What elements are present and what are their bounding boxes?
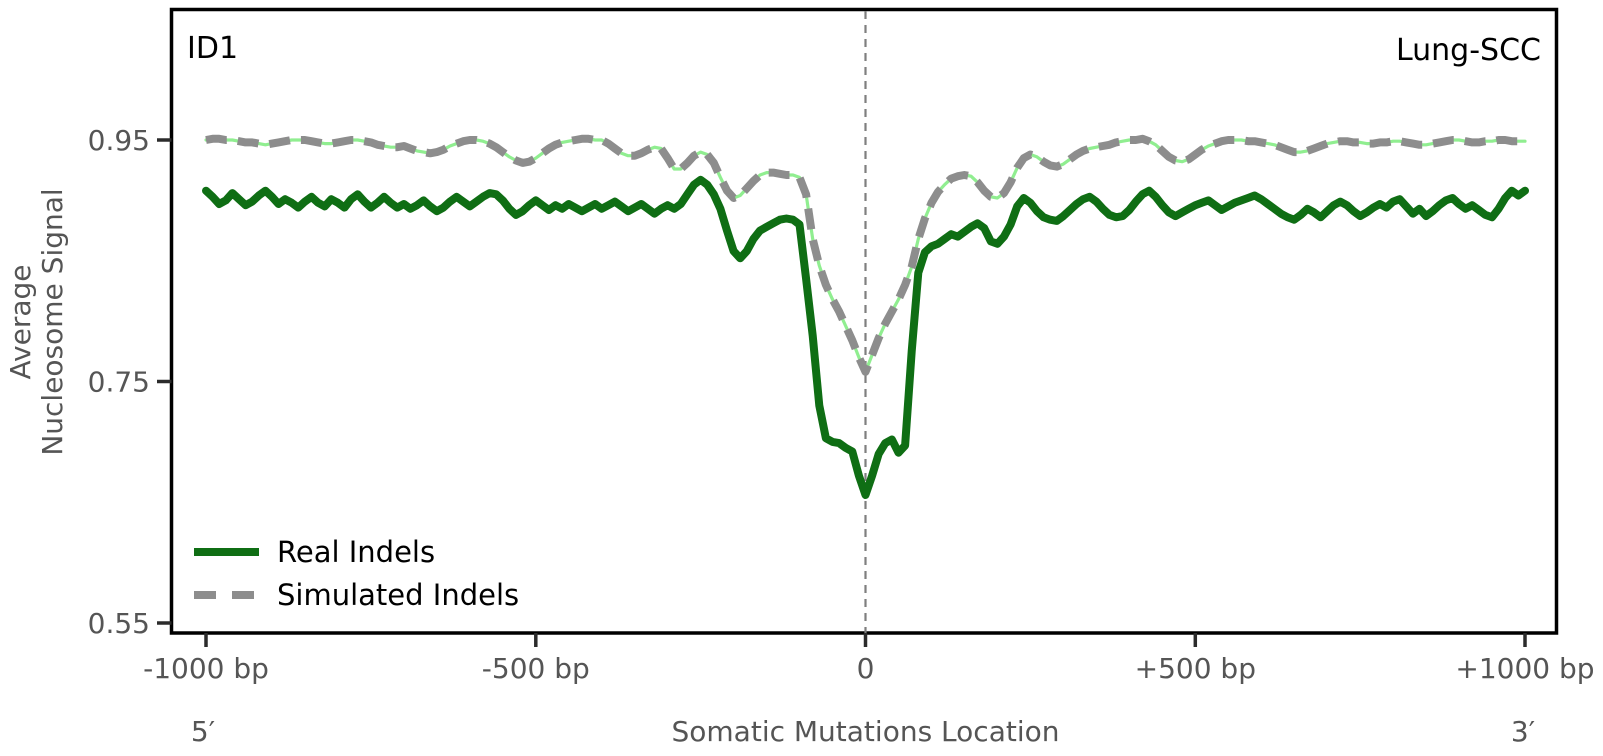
y-tick-label-0_95: 0.95 <box>88 124 150 157</box>
cohort-label: Lung-SCC <box>1396 33 1541 68</box>
real-indels-line <box>202 175 1529 499</box>
x-tick-label-plus-500: +500 bp <box>1135 652 1256 685</box>
legend: Real Indels Simulated Indels <box>194 535 519 612</box>
x-tick-label-minus-1000: -1000 bp <box>143 652 269 685</box>
plot-area-border <box>169 7 1559 635</box>
simulated-indels-line <box>205 134 1525 376</box>
three-prime-label: 3′ <box>1511 715 1535 748</box>
y-axis-title-line1: Average <box>4 265 37 380</box>
y-axis-title-line2: Nucleosome Signal <box>36 188 69 455</box>
x-tick-label-0: 0 <box>857 652 875 685</box>
signature-id-label: ID1 <box>187 31 238 66</box>
legend-simulated-indels-label: Simulated Indels <box>277 578 519 612</box>
legend-real-indels-label: Real Indels <box>277 535 435 569</box>
x-tick-label-minus-500: -500 bp <box>482 652 590 685</box>
x-tick-label-plus-1000: +1000 bp <box>1455 652 1594 685</box>
x-axis-title: Somatic Mutations Location <box>672 715 1060 748</box>
y-tick-label-0_75: 0.75 <box>88 366 150 399</box>
five-prime-label: 5′ <box>191 715 215 748</box>
y-tick-label-0_55: 0.55 <box>88 607 150 640</box>
